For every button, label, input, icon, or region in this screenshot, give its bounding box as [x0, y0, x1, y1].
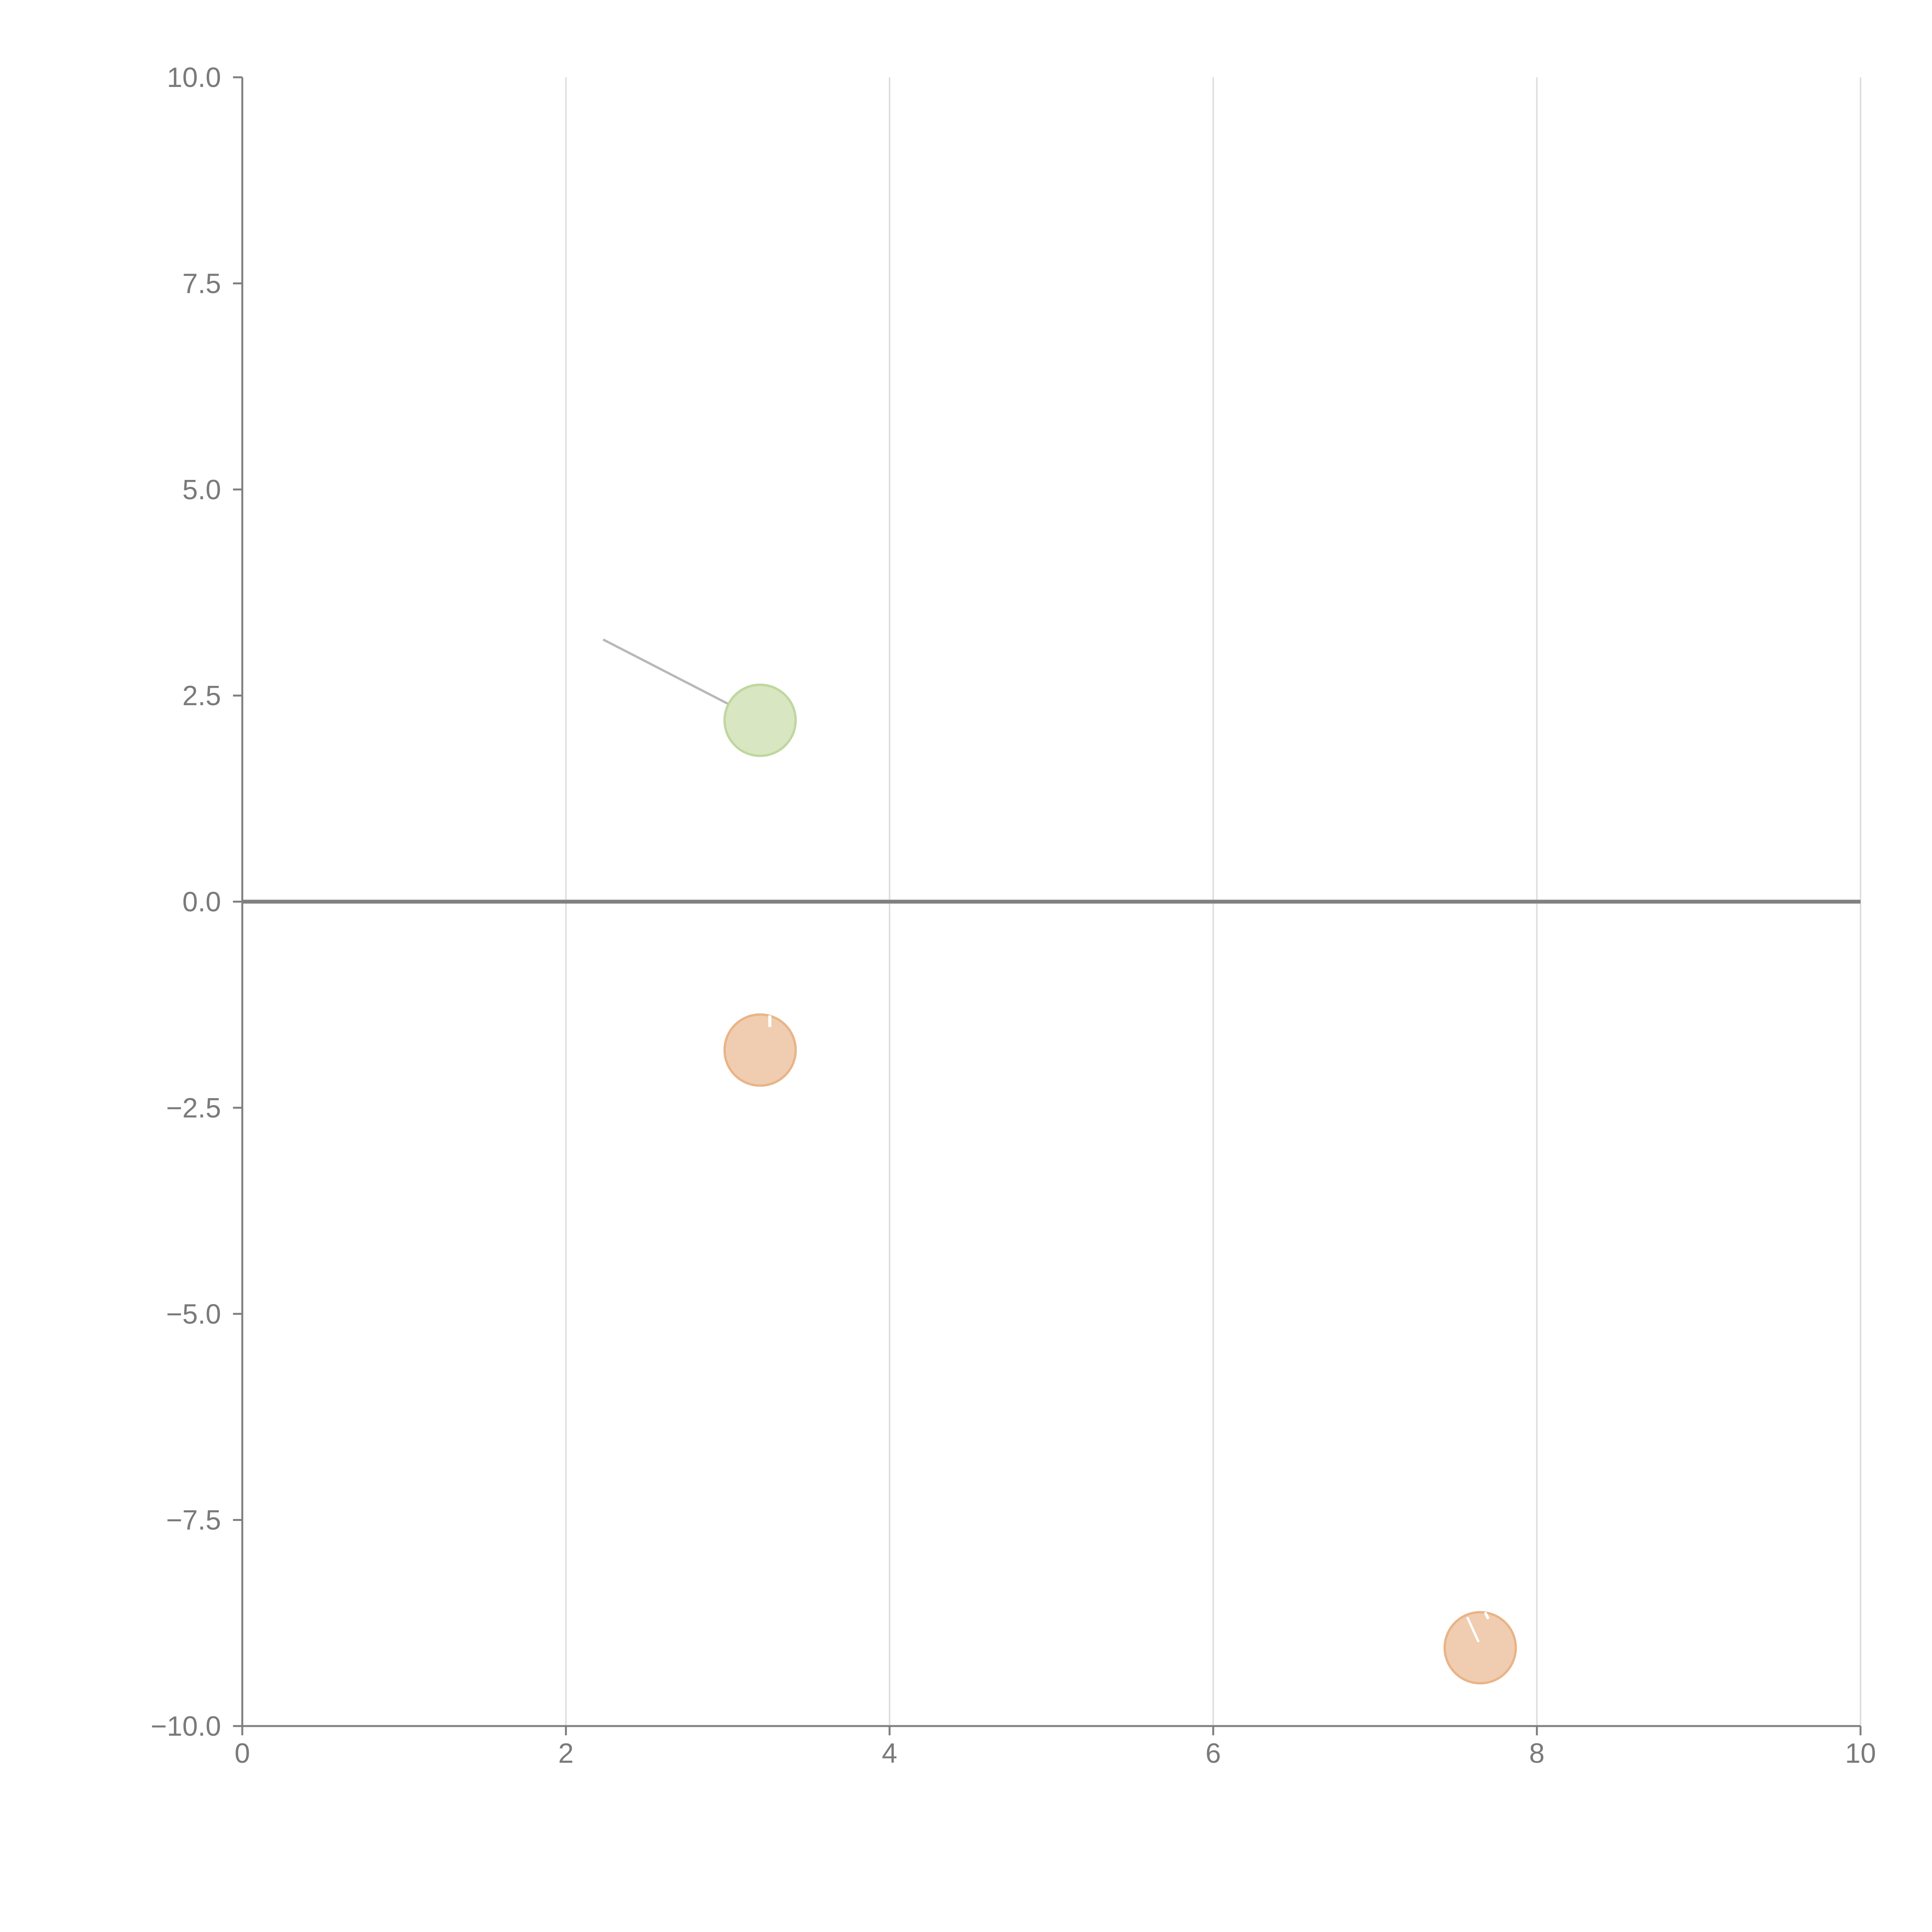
x-tick-label: 10	[1845, 1738, 1876, 1769]
label-layer: 0 2 4 6 8 10 −10.0 −7.5 −5.0 −2.5 0.0 2.5 5.0 7.5 10.0	[151, 62, 1876, 1769]
x-tick-label: 4	[882, 1738, 897, 1769]
y-tick-label: 2.5	[182, 680, 221, 711]
y-tick-label: 5.0	[182, 474, 221, 505]
white-point-mark-2	[1466, 1617, 1480, 1643]
scatter-point-2	[1443, 1611, 1517, 1685]
x-tick-label: 2	[558, 1738, 574, 1769]
scatter-point-0	[723, 684, 797, 757]
point-layer	[723, 684, 1517, 1685]
white-point-mark-3	[1484, 1612, 1490, 1620]
y-tick-label: 0.0	[182, 887, 221, 918]
y-tick-label: 10.0	[167, 62, 221, 93]
y-tick-label: −10.0	[151, 1711, 221, 1742]
y-tick-label: 7.5	[182, 268, 221, 299]
x-tick-label: 0	[235, 1738, 250, 1769]
y-tick-label: −2.5	[166, 1093, 221, 1124]
y-tick-label: −5.0	[166, 1299, 221, 1330]
scatter-point-1	[723, 1013, 797, 1087]
axis-layer	[233, 76, 1862, 1735]
x-tick-label: 6	[1206, 1738, 1221, 1769]
y-tick-label: −7.5	[166, 1505, 221, 1536]
x-tick-label: 8	[1529, 1738, 1544, 1769]
